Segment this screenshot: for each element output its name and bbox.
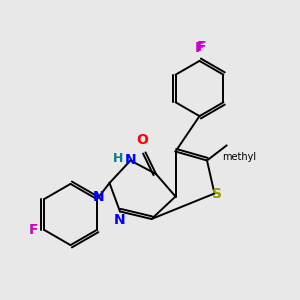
Text: H: H: [113, 152, 123, 166]
Text: N: N: [114, 213, 126, 227]
Text: F: F: [195, 41, 204, 56]
Text: N: N: [125, 154, 136, 167]
Text: O: O: [136, 133, 148, 147]
Text: methyl: methyl: [223, 152, 257, 163]
Text: F: F: [196, 40, 206, 54]
Text: F: F: [29, 223, 39, 237]
Text: N: N: [93, 190, 104, 204]
Text: S: S: [212, 187, 222, 200]
